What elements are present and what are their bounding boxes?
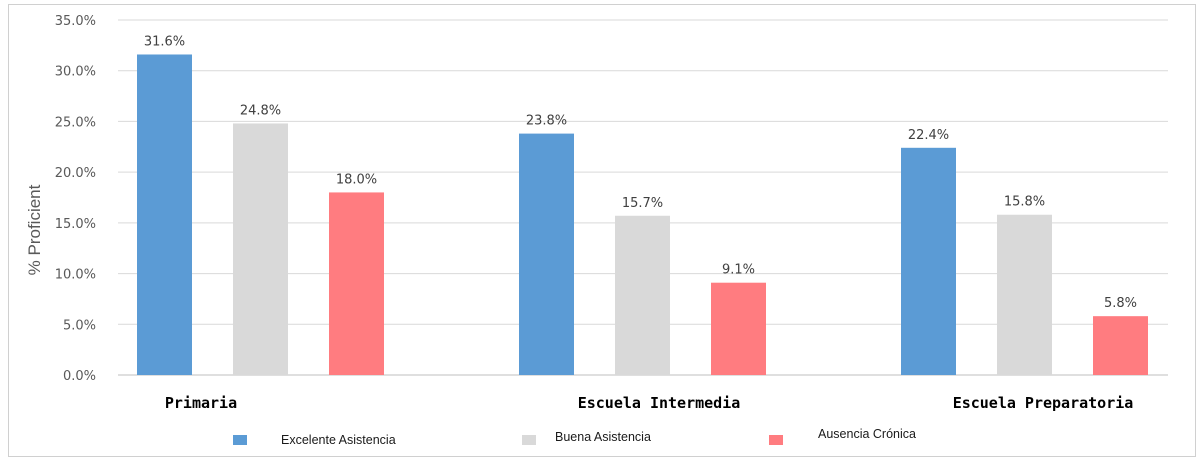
x-axis-categories: Primaria Escuela Intermedia Escuela Prepar… bbox=[165, 394, 1133, 412]
bar-3-1 bbox=[329, 192, 384, 375]
category-label: Escuela Preparatoria bbox=[953, 394, 1134, 412]
y-tick-label: 20.0% bbox=[55, 166, 96, 181]
bar-1-2 bbox=[519, 133, 574, 375]
legend-swatch bbox=[233, 435, 247, 445]
data-label: 31.6% bbox=[144, 34, 185, 49]
legend-label: Ausencia Crónica bbox=[818, 427, 916, 441]
y-axis-ticks: 0.0% 5.0% 10.0% 15.0% 20.0% 25.0% 30.0% 35.0% bbox=[55, 14, 96, 384]
legend-label: Buena Asistencia bbox=[555, 430, 651, 444]
y-tick-label: 0.0% bbox=[63, 369, 96, 384]
data-label: 15.8% bbox=[1004, 195, 1045, 210]
bar-3-2 bbox=[711, 282, 766, 375]
legend-swatch bbox=[769, 435, 783, 445]
legend-label: Excelente Asistencia bbox=[281, 433, 396, 447]
y-tick-label: 5.0% bbox=[63, 318, 96, 333]
data-label: 24.8% bbox=[240, 103, 281, 118]
bars: 31.6% 23.8% 22.4% 24.8% 15.7% 15.8% 18.0% 9.1% 5… bbox=[137, 34, 1148, 375]
data-label: 18.0% bbox=[336, 172, 377, 187]
y-axis-label: % Proficient bbox=[25, 184, 44, 275]
bar-1-1 bbox=[137, 54, 192, 375]
data-label: 22.4% bbox=[908, 128, 949, 143]
bar-2-2 bbox=[615, 215, 670, 375]
y-tick-label: 35.0% bbox=[55, 14, 96, 29]
legend: Excelente Asistencia Buena Asistencia Ause… bbox=[233, 427, 916, 447]
category-label: Primaria bbox=[165, 394, 237, 412]
data-label: 5.8% bbox=[1104, 296, 1137, 311]
bar-1-3 bbox=[901, 147, 956, 375]
data-label: 9.1% bbox=[722, 263, 755, 278]
y-tick-label: 30.0% bbox=[55, 65, 96, 80]
chart-frame bbox=[8, 4, 1196, 457]
bar-2-3 bbox=[997, 214, 1052, 375]
y-tick-label: 15.0% bbox=[55, 217, 96, 232]
category-label: Escuela Intermedia bbox=[578, 394, 741, 412]
gridlines bbox=[118, 19, 1168, 376]
data-label: 15.7% bbox=[622, 196, 663, 211]
y-tick-label: 10.0% bbox=[55, 268, 96, 283]
data-label: 23.8% bbox=[526, 114, 567, 129]
legend-swatch bbox=[522, 435, 536, 445]
y-tick-label: 25.0% bbox=[55, 115, 96, 130]
bar-2-1 bbox=[233, 123, 288, 375]
bar-3-3 bbox=[1093, 316, 1148, 375]
